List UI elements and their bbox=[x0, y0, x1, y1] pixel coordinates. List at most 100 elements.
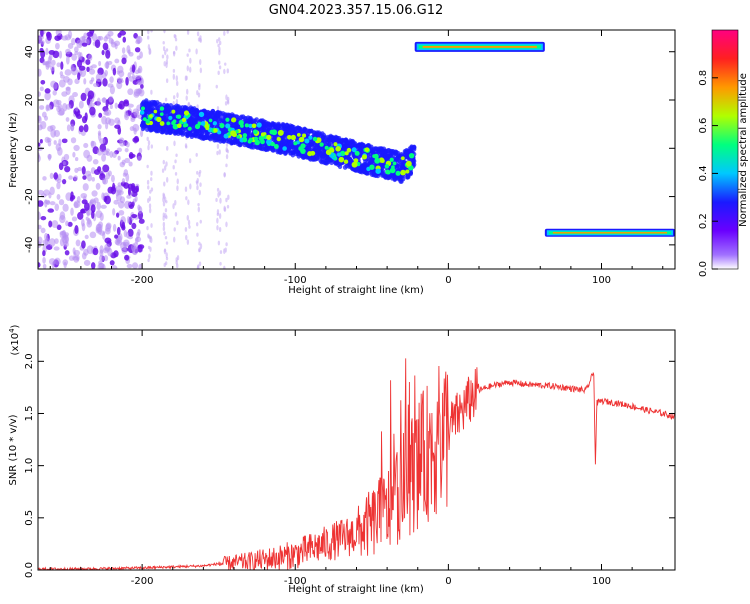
noise-streak bbox=[189, 57, 192, 64]
noise-blob bbox=[103, 255, 109, 262]
noise-streak bbox=[219, 197, 222, 204]
noise-blob bbox=[133, 127, 137, 135]
spectrogram-y-ticks: -40 -20 0 20 40 bbox=[24, 45, 675, 253]
noise-blob bbox=[132, 108, 140, 116]
noise-blob bbox=[86, 245, 94, 255]
trend-peak bbox=[293, 141, 298, 146]
noise-streak bbox=[217, 43, 220, 48]
noise-streak bbox=[227, 194, 230, 200]
noise-blob bbox=[38, 36, 42, 44]
trend-blob bbox=[411, 162, 417, 167]
trend-peak bbox=[240, 124, 244, 128]
noise-blob bbox=[137, 244, 143, 253]
noise-blob bbox=[138, 147, 143, 154]
noise-blob bbox=[107, 83, 114, 88]
trend-peak bbox=[187, 126, 192, 131]
noise-blob bbox=[104, 243, 111, 252]
noise-blob bbox=[127, 88, 134, 96]
noise-blob bbox=[105, 34, 111, 40]
noise-blob bbox=[85, 59, 91, 66]
noise-blob bbox=[45, 60, 52, 68]
noise-streak bbox=[216, 225, 219, 231]
noise-blob bbox=[97, 132, 102, 141]
noise-blob bbox=[46, 31, 52, 41]
noise-blob bbox=[90, 204, 96, 213]
noise-blob bbox=[102, 164, 110, 173]
noise-blob bbox=[71, 216, 78, 222]
noise-streak bbox=[226, 68, 229, 74]
noise-blob bbox=[80, 208, 86, 214]
noise-blob bbox=[105, 172, 111, 180]
trend-peak bbox=[392, 161, 397, 166]
trend-peak bbox=[256, 122, 262, 128]
noise-blob bbox=[130, 117, 136, 123]
noise-blob bbox=[82, 175, 87, 180]
noise-blob bbox=[62, 103, 68, 112]
noise-blob bbox=[88, 53, 93, 61]
noise-streak bbox=[176, 80, 179, 87]
trend-peak bbox=[208, 118, 213, 123]
noise-blob bbox=[137, 204, 141, 211]
noise-streak bbox=[218, 190, 222, 196]
noise-streak bbox=[225, 148, 229, 153]
noise-blob bbox=[135, 88, 143, 95]
trend-peak bbox=[159, 112, 164, 116]
noise-streak bbox=[186, 30, 190, 35]
noise-blob bbox=[64, 165, 71, 173]
noise-blob bbox=[63, 241, 69, 248]
noise-streak bbox=[165, 252, 168, 258]
noise-streak bbox=[148, 203, 152, 209]
trend-peak bbox=[266, 139, 272, 145]
noise-blob bbox=[59, 71, 64, 76]
y-tick-label: -20 bbox=[24, 188, 35, 204]
noise-blob bbox=[114, 58, 120, 64]
noise-blob bbox=[138, 218, 145, 224]
noise-streak bbox=[175, 45, 178, 51]
x-tick-label: -100 bbox=[284, 275, 307, 286]
noise-streak bbox=[164, 97, 168, 102]
colorbar-ticks: 0.0 0.2 0.4 0.6 0.8 bbox=[698, 70, 718, 277]
noise-blob bbox=[122, 36, 127, 43]
noise-streak bbox=[163, 30, 166, 34]
noise-blob bbox=[46, 104, 52, 111]
x-tick-label: -200 bbox=[131, 576, 154, 587]
noise-streak bbox=[218, 65, 222, 70]
noise-streak bbox=[216, 39, 219, 44]
trend-peak bbox=[325, 149, 332, 156]
y-tick-label: 0.5 bbox=[24, 510, 35, 526]
noise-blob bbox=[65, 117, 70, 122]
noise-blob bbox=[86, 98, 91, 106]
noise-blob bbox=[81, 166, 86, 175]
noise-blob bbox=[81, 240, 86, 249]
noise-streak bbox=[172, 51, 176, 55]
noise-streak bbox=[164, 49, 167, 56]
noise-streak bbox=[175, 260, 178, 265]
noise-streak bbox=[162, 193, 166, 200]
noise-blob bbox=[78, 125, 84, 133]
noise-blob bbox=[115, 185, 123, 194]
noise-blob bbox=[108, 95, 114, 103]
snr-exponent-base: (x10 bbox=[10, 333, 21, 356]
noise-blob bbox=[105, 122, 109, 130]
trend-peak bbox=[300, 143, 306, 149]
noise-streak bbox=[186, 214, 189, 221]
y-tick-label: 20 bbox=[24, 94, 35, 107]
noise-streak bbox=[176, 220, 179, 226]
noise-blob bbox=[61, 178, 67, 185]
noise-blob bbox=[136, 80, 143, 86]
noise-streak bbox=[224, 101, 228, 106]
noise-blob bbox=[44, 199, 51, 204]
trend-peak bbox=[159, 121, 165, 126]
noise-blob bbox=[126, 194, 132, 199]
trend-peak bbox=[304, 138, 310, 144]
noise-blob bbox=[87, 217, 91, 225]
noise-streak bbox=[166, 54, 169, 60]
noise-blob bbox=[109, 85, 115, 95]
noise-blob bbox=[53, 140, 57, 145]
trend-peak bbox=[389, 167, 396, 174]
noise-blob bbox=[134, 237, 139, 244]
trend-peak bbox=[338, 156, 345, 163]
noise-blob bbox=[48, 50, 56, 55]
noise-blob bbox=[62, 161, 66, 166]
noise-blob bbox=[121, 47, 126, 54]
